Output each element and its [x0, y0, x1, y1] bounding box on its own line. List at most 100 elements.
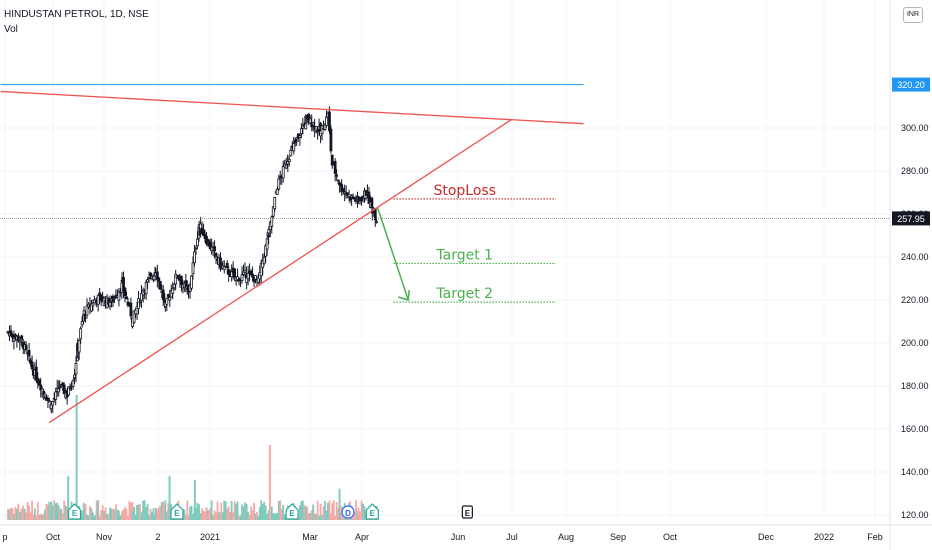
volume-bar [20, 508, 23, 520]
candle-body [146, 279, 150, 283]
currency-button[interactable]: INR [903, 7, 923, 23]
candle-body [270, 216, 274, 227]
candle-body [165, 297, 169, 305]
candle-body [123, 287, 127, 296]
volume-bar [47, 504, 49, 520]
volume-bar [226, 508, 229, 520]
volume-bar [87, 515, 90, 520]
volume-bar [227, 506, 230, 520]
volume-bar [95, 500, 98, 520]
volume-indicator-label[interactable]: Vol [4, 24, 18, 35]
volume-bar [131, 511, 134, 520]
volume-bar [263, 501, 266, 520]
candle-body [262, 256, 266, 264]
volume-bar [57, 505, 60, 520]
candle-body [11, 334, 14, 338]
price-axis[interactable]: 120.00 140.00 160.00 180.00 200.00 220.00 240.… [889, 0, 930, 550]
candle-body [161, 289, 165, 300]
volume-bar [229, 511, 232, 520]
x-tick-label: p [2, 532, 7, 542]
volume-bar [156, 509, 159, 520]
candle-body [137, 298, 140, 309]
volume-bar [224, 501, 227, 520]
candle-body [122, 277, 125, 292]
volume-bar [319, 503, 322, 520]
volume-bar [201, 508, 203, 520]
candle-body [113, 297, 116, 300]
volume-bar [315, 513, 318, 520]
volume-bar [216, 501, 219, 520]
drawings-layer: StopLoss Target 1 Target 2 [0, 84, 890, 424]
candle-body [246, 272, 250, 280]
candle-body [343, 191, 347, 194]
earnings-marker [365, 503, 379, 520]
volume-bar [81, 510, 84, 520]
volume-bar [86, 514, 88, 520]
volume-bar [48, 501, 51, 520]
candle-body [193, 251, 196, 264]
volume-bar [36, 502, 39, 520]
volume-bar [168, 476, 171, 520]
volume-bar [321, 515, 323, 520]
volume-bar [230, 501, 233, 520]
volume-bar [245, 503, 248, 520]
candle-body [79, 328, 83, 340]
volume-bar [17, 503, 20, 520]
candle-body [219, 257, 222, 268]
volume-bar [279, 500, 282, 520]
volume-bar [25, 512, 28, 520]
volume-bar [309, 512, 312, 520]
volume-bar [183, 509, 186, 520]
volume-bar [97, 500, 100, 520]
y-tick-label: 200.00 [901, 338, 929, 348]
volume-bar [207, 512, 210, 520]
volume-bar [151, 512, 153, 520]
volume-bar [357, 507, 360, 520]
volume-bar [137, 504, 140, 520]
candle-body [296, 133, 300, 136]
candle-body [158, 281, 162, 290]
volume-bar [283, 514, 286, 520]
candle-body [289, 149, 293, 157]
candle-body [281, 166, 285, 179]
volume-bar [189, 506, 191, 520]
candle-body [71, 380, 75, 387]
volume-bar [39, 513, 42, 520]
x-tick-label: Mar [302, 532, 318, 542]
volume-bar [122, 509, 125, 520]
volume-bar [106, 513, 108, 520]
volume-bar [273, 513, 276, 520]
candle-body [179, 275, 183, 286]
volume-bar [244, 502, 246, 520]
candle-body [58, 386, 62, 389]
candle-body [91, 303, 95, 307]
x-tick-label: Feb [867, 532, 883, 542]
volume-bar [186, 500, 189, 520]
volume-bar [250, 506, 252, 520]
candle-body [292, 143, 296, 152]
candle-body [335, 174, 339, 177]
candlesticks [6, 106, 378, 414]
candle-body [27, 350, 31, 357]
resistance-price-tag [892, 77, 930, 92]
candle-body [129, 302, 133, 317]
volume-bar [235, 503, 237, 520]
y-tick-label: 140.00 [901, 467, 929, 477]
volume-bar [334, 515, 337, 520]
candle-body [273, 196, 277, 210]
volume-bar [134, 514, 137, 520]
candle-body [74, 362, 78, 375]
volume-bar [215, 512, 217, 520]
volume-bar [89, 506, 91, 520]
volume-bar [51, 505, 54, 520]
candle-body [96, 294, 100, 305]
time-axis[interactable]: p Oct Nov 2 2021 Mar Apr Jun Jul Aug Sep Oct Dec 2022… [0, 524, 932, 542]
volume-bar [304, 511, 307, 520]
volume-bar [100, 510, 103, 520]
volume-bar [66, 509, 69, 520]
symbol-title[interactable]: HINDUSTAN PETROL, 1D, NSE [4, 9, 149, 20]
candle-body [12, 338, 16, 342]
candle-body [51, 401, 55, 406]
